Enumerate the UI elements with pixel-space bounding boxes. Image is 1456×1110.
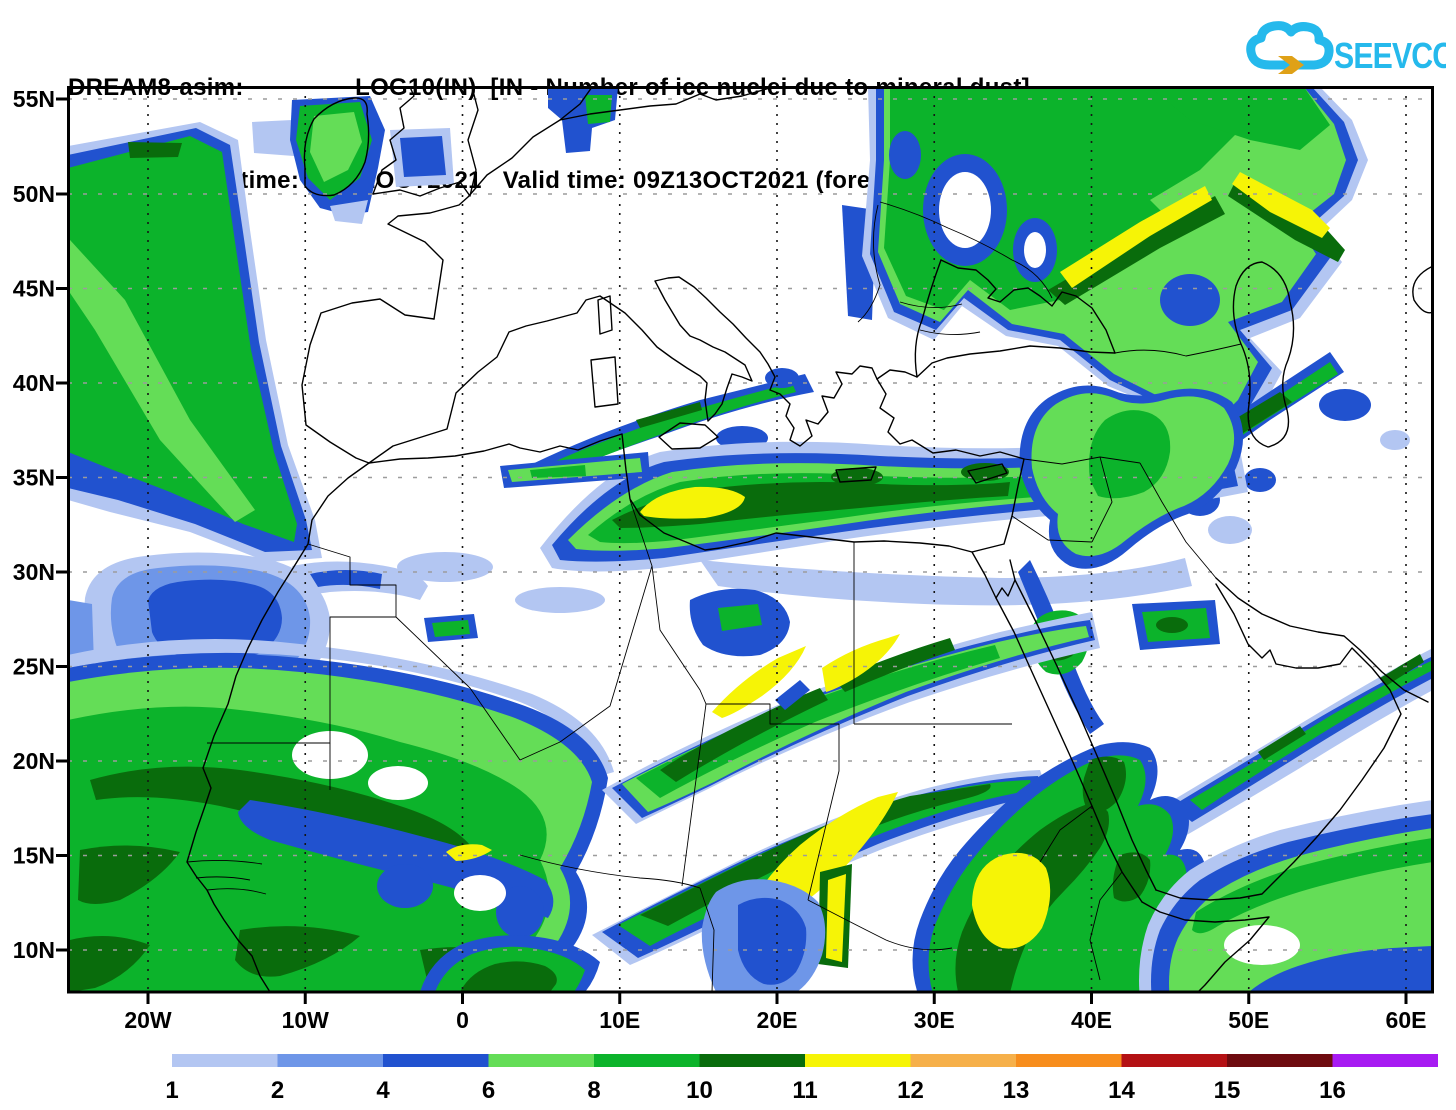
band-sicily: [520, 368, 814, 483]
longitude-axis: 20W 10W 0 10E 20E 30E 40E 50E 60E: [124, 1007, 1426, 1033]
band-persian-gulf: [1160, 648, 1432, 836]
country-borders: [186, 201, 1242, 991]
colorbar: 1 2 4 6 8 10 11 12 13 14 15 16: [165, 1054, 1438, 1104]
cloud-icon: [1246, 21, 1334, 70]
colorbar-label: 16: [1319, 1077, 1346, 1104]
lat-label: 50N: [13, 181, 55, 207]
logo-text: SEEVCCC: [1334, 37, 1446, 77]
lat-label: 45N: [13, 276, 55, 302]
map-frame: [67, 86, 1434, 994]
plume-ireland: [252, 96, 385, 224]
colorbar-label: 4: [376, 1077, 390, 1104]
colorbar-label: 10: [686, 1077, 713, 1104]
lon-label: 20E: [757, 1007, 798, 1033]
colorbar-label: 13: [1003, 1077, 1030, 1104]
colorbar-cell: [805, 1054, 911, 1067]
lon-label: 60E: [1386, 1007, 1427, 1033]
lon-label: 20W: [124, 1007, 172, 1033]
colorbar-cell: [277, 1054, 383, 1067]
lon-label: 30E: [914, 1007, 955, 1033]
colorbar-cell: [1016, 1054, 1122, 1067]
lat-label: 25N: [13, 654, 55, 680]
lat-label: 55N: [13, 86, 55, 112]
lightning-bolt-icon: [1278, 56, 1304, 74]
colorbar-cell: [910, 1054, 1016, 1067]
colorbar-labels: 1 2 4 6 8 10 11 12 13 14 15 16: [165, 1077, 1346, 1104]
grid-lines: [69, 88, 1432, 991]
colorbar-cell: [172, 1054, 278, 1067]
blob-north-sea: [548, 88, 876, 320]
colorbar-label: 8: [587, 1077, 600, 1104]
colorbar-cell: [383, 1054, 489, 1067]
latitude-axis: 55N 50N 45N 40N 35N 30N 25N 20N 15N 10N: [13, 86, 55, 963]
lon-label: 50E: [1228, 1007, 1269, 1033]
colorbar-cell: [699, 1054, 805, 1067]
colorbar-cell: [594, 1054, 700, 1067]
colorbar-cell: [1332, 1054, 1438, 1067]
colorbar-cell: [1227, 1054, 1333, 1067]
colorbar-label: 14: [1108, 1077, 1135, 1104]
plume-levant-iraq: [1018, 385, 1244, 734]
lat-label: 10N: [13, 937, 55, 963]
colorbar-cell: [1121, 1054, 1227, 1067]
lon-label: 10W: [282, 1007, 330, 1033]
band-sahel-1: [602, 588, 1100, 824]
plume-atlantic: [69, 122, 322, 562]
colorbar-label: 15: [1214, 1077, 1241, 1104]
lon-label: 0: [456, 1007, 469, 1033]
lat-label: 35N: [13, 465, 55, 491]
lat-label: 15N: [13, 843, 55, 869]
colorbar-label: 2: [271, 1077, 284, 1104]
lon-label: 40E: [1071, 1007, 1112, 1033]
lat-label: 30N: [13, 559, 55, 585]
plume-west-africa: [69, 638, 614, 991]
blob-scotland: [390, 128, 454, 187]
colorbar-label: 12: [897, 1077, 924, 1104]
colorbar-cell: [488, 1054, 594, 1067]
lat-label: 20N: [13, 748, 55, 774]
colorbar-label: 11: [792, 1077, 817, 1104]
coastlines: [186, 88, 1432, 991]
seevccc-logo: SEEVCCC: [1246, 21, 1446, 77]
axis-ticks: [56, 97, 1408, 1004]
lon-label: 10E: [599, 1007, 640, 1033]
plume-ukraine-russia: [862, 88, 1410, 544]
plume-horn-arabian-sea: [1139, 800, 1432, 991]
contour-fills: [69, 88, 1432, 991]
colorbar-label: 1: [165, 1077, 178, 1104]
lat-label: 40N: [13, 370, 55, 396]
strip-guinea-coast: [420, 935, 600, 991]
colorbar-label: 6: [482, 1077, 495, 1104]
